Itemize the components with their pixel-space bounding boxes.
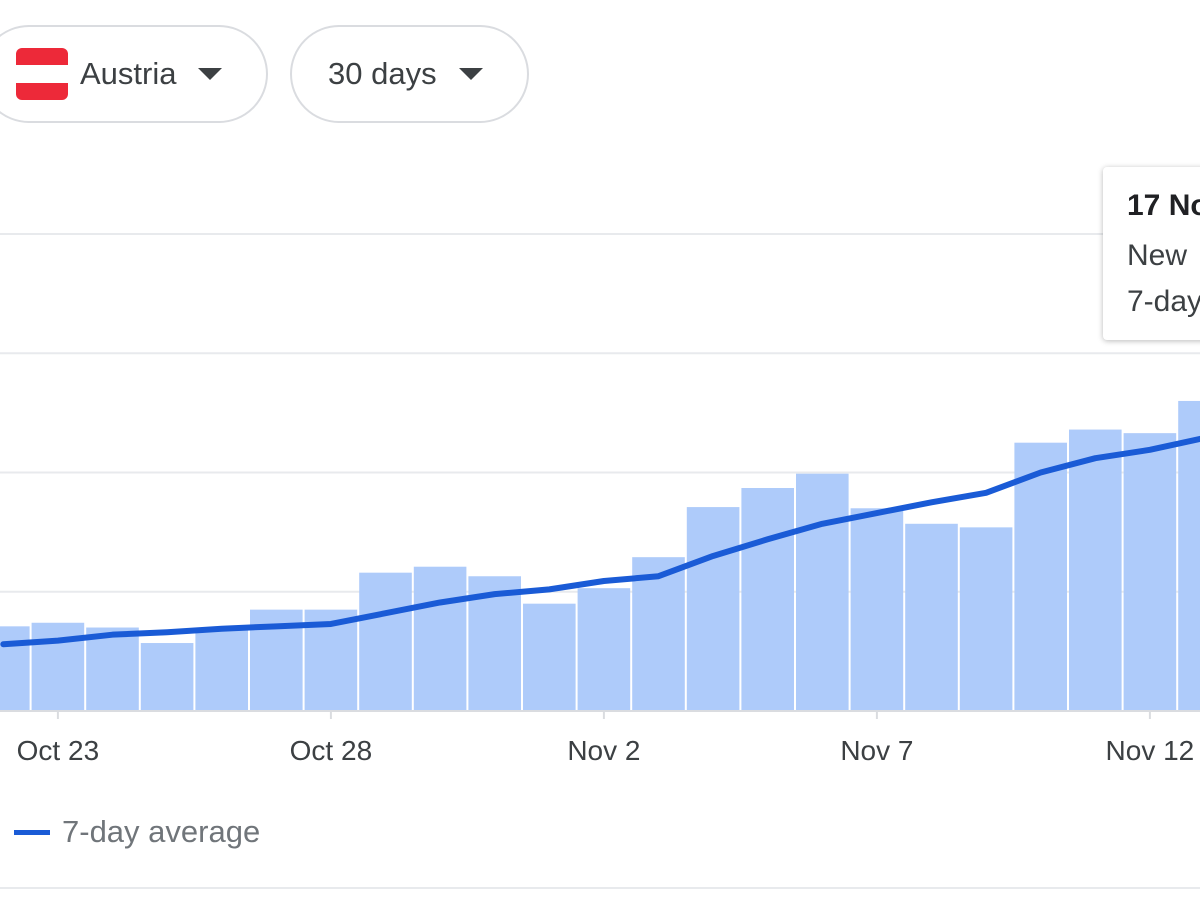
legend-line-swatch — [14, 829, 50, 835]
x-tick-label: Oct 23 — [17, 735, 99, 766]
x-tick-label: Nov 12 — [1106, 735, 1195, 766]
tooltip-date: 17 No — [1127, 189, 1200, 222]
flag-stripe-bottom — [16, 82, 68, 100]
bar — [86, 627, 139, 711]
arrow-drop-down-icon — [458, 68, 483, 80]
austria-flag-icon — [16, 48, 68, 100]
bar — [359, 572, 412, 711]
bar — [632, 557, 685, 711]
bar — [686, 507, 740, 711]
country-dropdown-label: Austria — [80, 56, 177, 91]
tooltip-new-cases: New — [1127, 239, 1188, 272]
x-tick-label: Nov 7 — [840, 735, 913, 766]
time-range-dropdown-label: 30 days — [328, 56, 437, 91]
bar — [140, 643, 194, 711]
x-tick-label: Oct 28 — [290, 735, 372, 766]
bar — [796, 473, 849, 711]
x-tick-label: Nov 2 — [567, 735, 640, 766]
flag-stripe-middle — [16, 65, 68, 83]
time-range-dropdown[interactable]: 30 days — [290, 25, 529, 123]
flag-stripe-top — [16, 48, 68, 66]
bar — [850, 508, 904, 711]
country-dropdown[interactable]: Austria — [0, 25, 268, 123]
legend-label: 7-day average — [62, 814, 261, 849]
bar — [195, 629, 248, 711]
bottom-divider — [0, 887, 1200, 889]
cases-chart[interactable]: Oct 23 Oct 28 Nov 2 Nov 7 Nov 12 — [0, 0, 1200, 800]
bar — [959, 527, 1013, 711]
bar — [0, 626, 30, 711]
chart-tooltip: 17 No New 7-day — [1103, 167, 1200, 340]
bar — [1178, 400, 1200, 711]
bar — [523, 603, 576, 711]
bar — [577, 588, 631, 711]
bar — [413, 566, 467, 711]
tooltip-7-day-average: 7-day — [1127, 285, 1200, 318]
bar — [905, 523, 958, 711]
bar — [1069, 429, 1122, 711]
bar — [1123, 433, 1177, 711]
bar — [741, 488, 794, 711]
average-line — [0, 435, 1200, 648]
bar — [1014, 442, 1067, 711]
filter-bar: Austria 30 days — [0, 0, 1200, 140]
arrow-drop-down-icon — [198, 68, 223, 80]
chart-legend: 7-day average — [14, 812, 260, 852]
